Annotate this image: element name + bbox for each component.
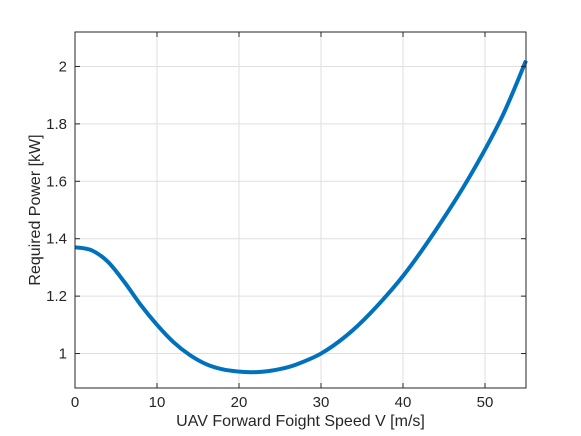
series-layer: [74, 59, 528, 375]
x-tick-label: 10: [149, 394, 166, 411]
y-tick-label: 1.8: [46, 116, 67, 133]
plot-frame: [74, 31, 527, 389]
y-tick-label: 2: [59, 58, 67, 75]
y-tick-label: 1: [59, 346, 67, 363]
y-tick-label: 1.2: [46, 288, 67, 305]
y-tick-label: 1.4: [46, 231, 67, 248]
x-tick-label: 50: [477, 394, 494, 411]
x-tick-label: 20: [231, 394, 248, 411]
x-tick-label: 40: [395, 394, 412, 411]
x-axis-label: UAV Forward Foight Speed V [m/s]: [176, 413, 425, 430]
x-tick-label: 30: [313, 394, 330, 411]
axis-ticks: 0 10 20 30 40 50 1 1.2 1.4 1.6 1.8 2: [46, 32, 526, 411]
grid-lines: [74, 32, 526, 388]
x-tick-label: 0: [71, 394, 79, 411]
y-tick-label: 1.6: [46, 173, 67, 190]
series-line: [74, 59, 528, 375]
y-axis-label: Required Power [kW]: [27, 134, 44, 285]
